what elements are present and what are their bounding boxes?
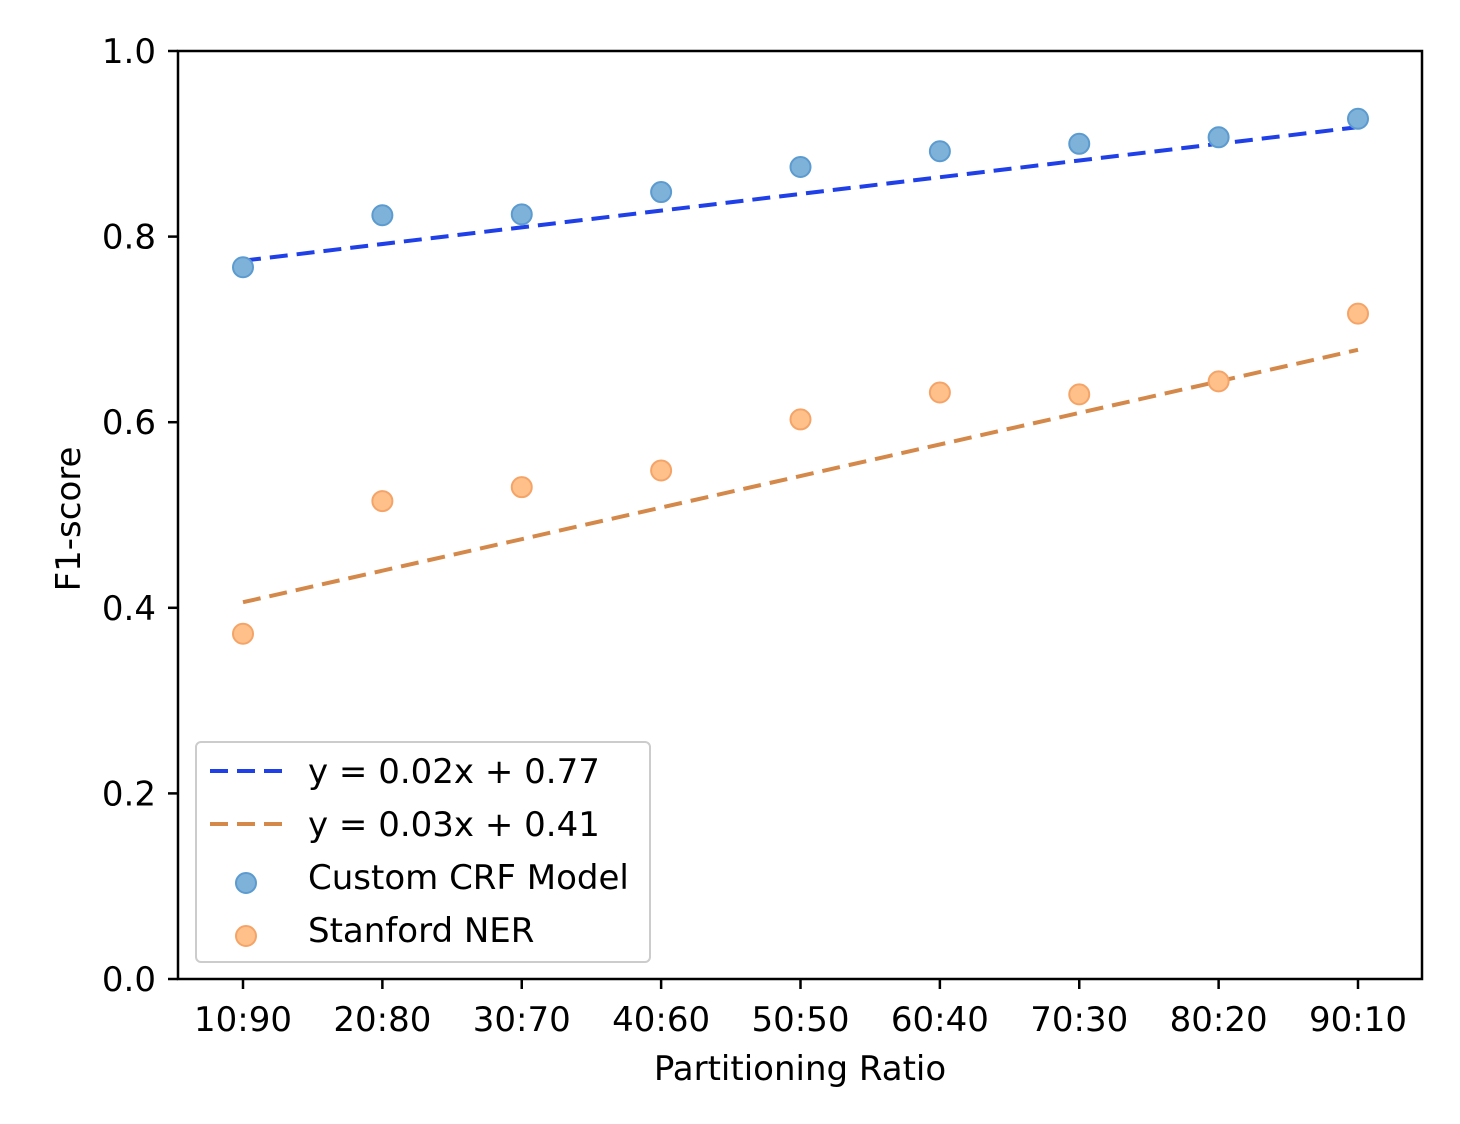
x-tick-label: 10:90 — [194, 1000, 292, 1040]
y-tick-label: 0.2 — [102, 774, 156, 814]
data-point — [1207, 370, 1230, 393]
y-tick-label: 0.0 — [102, 960, 156, 1000]
x-axis-label: Partitioning Ratio — [654, 1049, 946, 1089]
legend-label: Stanford NER — [308, 911, 534, 951]
data-point — [1347, 107, 1369, 130]
y-tick-label: 0.8 — [102, 218, 156, 258]
x-axis: 10:90 20:80 30:70 40:60 50:50 60:40 70:30 80:20… — [194, 979, 1407, 1040]
data-point — [1068, 383, 1091, 406]
y-tick-label: 1.0 — [102, 32, 156, 72]
trend-line — [242, 125, 1359, 263]
trend-lines — [242, 125, 1359, 605]
data-point — [232, 622, 254, 645]
data-points — [232, 107, 1369, 645]
y-axis-label: F1-score — [49, 447, 89, 592]
legend: y = 0.02x + 0.77 y = 0.03x + 0.41 Custom C… — [195, 741, 651, 963]
legend-marker-swatch — [235, 925, 257, 947]
x-tick-label: 70:30 — [1030, 1000, 1128, 1040]
data-point — [232, 256, 254, 279]
data-point — [928, 140, 951, 163]
x-tick-label: 40:60 — [612, 1000, 710, 1040]
legend-marker-swatch — [235, 872, 257, 894]
y-axis: 0.0 0.2 0.4 0.6 0.8 1.0 — [102, 32, 178, 1000]
x-tick-label: 90:10 — [1309, 1000, 1407, 1040]
legend-box — [195, 741, 651, 963]
data-point — [371, 490, 394, 513]
legend-label: y = 0.03x + 0.41 — [308, 805, 600, 845]
x-tick-label: 20:80 — [333, 1000, 431, 1040]
data-point — [650, 459, 673, 482]
y-tick-label: 0.4 — [102, 589, 156, 629]
x-tick-label: 30:70 — [473, 1000, 571, 1040]
data-point — [789, 408, 812, 431]
data-point — [1207, 126, 1230, 149]
x-tick-label: 80:20 — [1170, 1000, 1268, 1040]
data-point — [510, 476, 533, 499]
data-point — [650, 181, 673, 204]
x-tick-label: 60:40 — [891, 1000, 989, 1040]
trend-line — [242, 347, 1359, 605]
data-point — [510, 203, 533, 226]
data-point — [371, 204, 394, 227]
x-tick-label: 50:50 — [752, 1000, 850, 1040]
legend-label: Custom CRF Model — [308, 858, 629, 898]
data-point — [1068, 132, 1091, 155]
y-tick-label: 0.6 — [102, 403, 156, 443]
data-point — [928, 381, 951, 404]
legend-label: y = 0.02x + 0.77 — [308, 752, 600, 792]
data-point — [789, 156, 812, 178]
data-point — [1347, 302, 1369, 325]
